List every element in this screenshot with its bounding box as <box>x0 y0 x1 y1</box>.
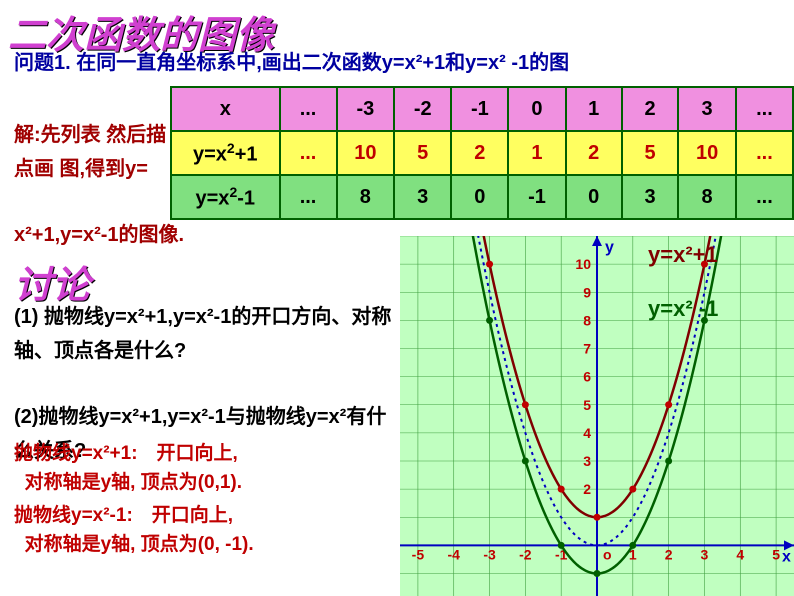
svg-text:o: o <box>603 546 612 562</box>
table-cell: 0 <box>508 87 565 131</box>
table-cell: 1 <box>566 87 622 131</box>
curve-label-2: y=x² -1 <box>648 296 718 322</box>
table-cell: ... <box>280 131 337 175</box>
answer-2b: 对称轴是y轴, 顶点为(0, -1). <box>25 534 254 555</box>
solution-text: 解:先列表 然后描点画 图,得到y= <box>14 118 174 186</box>
table-cell: x <box>171 87 280 131</box>
table-cell: ... <box>280 87 337 131</box>
answer-1: 抛物线y=x²+1: 开口向上, 对称轴是y轴, 顶点为(0,1). <box>14 440 434 497</box>
table-cell: 2 <box>451 131 508 175</box>
svg-text:4: 4 <box>583 425 591 441</box>
problem-text: 问题1. 在同一直角坐标系中,画出二次函数y=x²+1和y=x² -1的图 <box>14 48 774 78</box>
question-1: (1) 抛物线y=x²+1,y=x²-1的开口方向、对称轴、顶点各是什么? <box>14 300 404 368</box>
svg-text:-5: -5 <box>412 546 425 562</box>
table-cell: 10 <box>337 131 395 175</box>
table-cell: ... <box>736 131 793 175</box>
table-cell: 5 <box>622 131 678 175</box>
answer-1a: 抛物线y=x²+1: 开口向上, <box>14 443 238 464</box>
svg-text:y: y <box>605 239 614 256</box>
svg-text:-3: -3 <box>483 546 496 562</box>
svg-text:5: 5 <box>583 397 591 413</box>
svg-text:10: 10 <box>575 256 591 272</box>
svg-text:6: 6 <box>583 369 591 385</box>
table-cell: -3 <box>337 87 395 131</box>
answer-1b: 对称轴是y轴, 顶点为(0,1). <box>25 472 242 493</box>
svg-text:7: 7 <box>583 341 591 357</box>
svg-text:x: x <box>782 548 791 565</box>
svg-text:3: 3 <box>583 453 591 469</box>
svg-text:2: 2 <box>665 546 673 562</box>
svg-text:-2: -2 <box>519 546 532 562</box>
svg-text:9: 9 <box>583 284 591 300</box>
svg-text:4: 4 <box>736 546 744 562</box>
table-cell: ... <box>736 87 793 131</box>
table-cell: -2 <box>394 87 451 131</box>
table-cell: y=x2-1 <box>171 175 280 219</box>
table-cell: 0 <box>566 175 622 219</box>
svg-text:-4: -4 <box>448 546 461 562</box>
table-cell: -1 <box>451 87 508 131</box>
table-cell: 2 <box>622 87 678 131</box>
table-cell: 8 <box>337 175 395 219</box>
table-cell: 8 <box>678 175 736 219</box>
table-cell: 10 <box>678 131 736 175</box>
svg-text:5: 5 <box>772 546 780 562</box>
svg-text:2: 2 <box>583 481 591 497</box>
table-cell: ... <box>280 175 337 219</box>
table-cell: 3 <box>622 175 678 219</box>
table-cell: 3 <box>394 175 451 219</box>
svg-text:3: 3 <box>701 546 709 562</box>
solution-cont: x²+1,y=x²-1的图像. <box>14 218 184 247</box>
answer-2: 抛物线y=x²-1: 开口向上, 对称轴是y轴, 顶点为(0, -1). <box>14 502 434 559</box>
table-row: y=x2+1...105212510... <box>171 131 793 175</box>
parabola-chart: -5-4-3-2-1123452345678910oxy <box>400 236 794 596</box>
table-cell: ... <box>736 175 793 219</box>
table-cell: 5 <box>394 131 451 175</box>
answer-2a: 抛物线y=x²-1: 开口向上, <box>14 505 233 526</box>
table-header-row: x...-3-2-10123... <box>171 87 793 131</box>
function-table: x...-3-2-10123... y=x2+1...105212510... … <box>170 86 794 220</box>
table-cell: 0 <box>451 175 508 219</box>
curve-label-1: y=x²+1 <box>648 242 718 268</box>
table-cell: 2 <box>566 131 622 175</box>
table-cell: -1 <box>508 175 565 219</box>
table-row: y=x2-1...830-1038... <box>171 175 793 219</box>
table-cell: 3 <box>678 87 736 131</box>
svg-text:8: 8 <box>583 312 591 328</box>
table-cell: y=x2+1 <box>171 131 280 175</box>
table-cell: 1 <box>508 131 565 175</box>
